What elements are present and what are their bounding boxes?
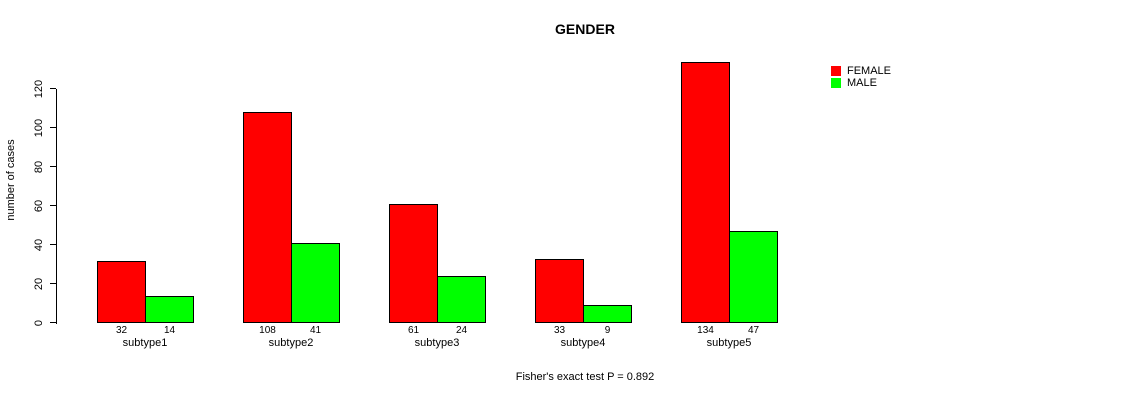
bar-female	[681, 62, 730, 323]
bar-value-label: 32	[115, 325, 128, 336]
category-label: subtype3	[414, 337, 460, 349]
bar-female	[243, 112, 292, 323]
legend-label: MALE	[847, 77, 877, 89]
bar-female	[389, 204, 438, 323]
y-tick	[50, 166, 56, 167]
chart-title: GENDER	[555, 21, 615, 37]
bar-female	[97, 261, 146, 323]
y-tick-label: 60	[33, 199, 45, 213]
legend-swatch-male	[831, 78, 841, 88]
bar-male	[729, 231, 778, 323]
bar-male	[145, 296, 194, 323]
y-tick-label: 40	[33, 238, 45, 252]
bar-value-label: 108	[259, 325, 276, 336]
bar-value-label: 33	[553, 325, 566, 336]
bar-value-label: 61	[407, 325, 420, 336]
bar-male	[291, 243, 340, 323]
bar-male	[583, 305, 632, 323]
category-label: subtype1	[122, 337, 168, 349]
y-tick-label: 120	[33, 79, 45, 99]
category-label: subtype2	[268, 337, 314, 349]
legend-label: FEMALE	[847, 65, 892, 77]
legend: FEMALE MALE	[831, 65, 891, 89]
legend-row: MALE	[831, 77, 891, 89]
bar-value-label: 9	[604, 325, 611, 336]
bar-value-label: 24	[455, 325, 468, 336]
legend-row: FEMALE	[831, 65, 891, 77]
bar-male	[437, 276, 486, 323]
y-axis-line	[56, 89, 57, 324]
caption: Fisher's exact test P = 0.892	[515, 371, 655, 383]
bar-value-label: 14	[163, 325, 176, 336]
legend-swatch-female	[831, 66, 841, 76]
bar-female	[535, 259, 584, 323]
y-tick-label: 100	[33, 118, 45, 138]
bar-value-label: 47	[747, 325, 760, 336]
bar-value-label: 41	[309, 325, 322, 336]
y-tick	[50, 244, 56, 245]
y-tick	[50, 283, 56, 284]
y-tick	[50, 127, 56, 128]
y-tick	[50, 205, 56, 206]
y-tick-label: 80	[33, 160, 45, 174]
y-tick-label: 0	[33, 319, 45, 327]
category-label: subtype4	[560, 337, 606, 349]
bar-value-label: 134	[697, 325, 714, 336]
category-label: subtype5	[706, 337, 752, 349]
y-tick-label: 20	[33, 277, 45, 291]
y-tick	[50, 88, 56, 89]
y-tick	[50, 322, 56, 323]
